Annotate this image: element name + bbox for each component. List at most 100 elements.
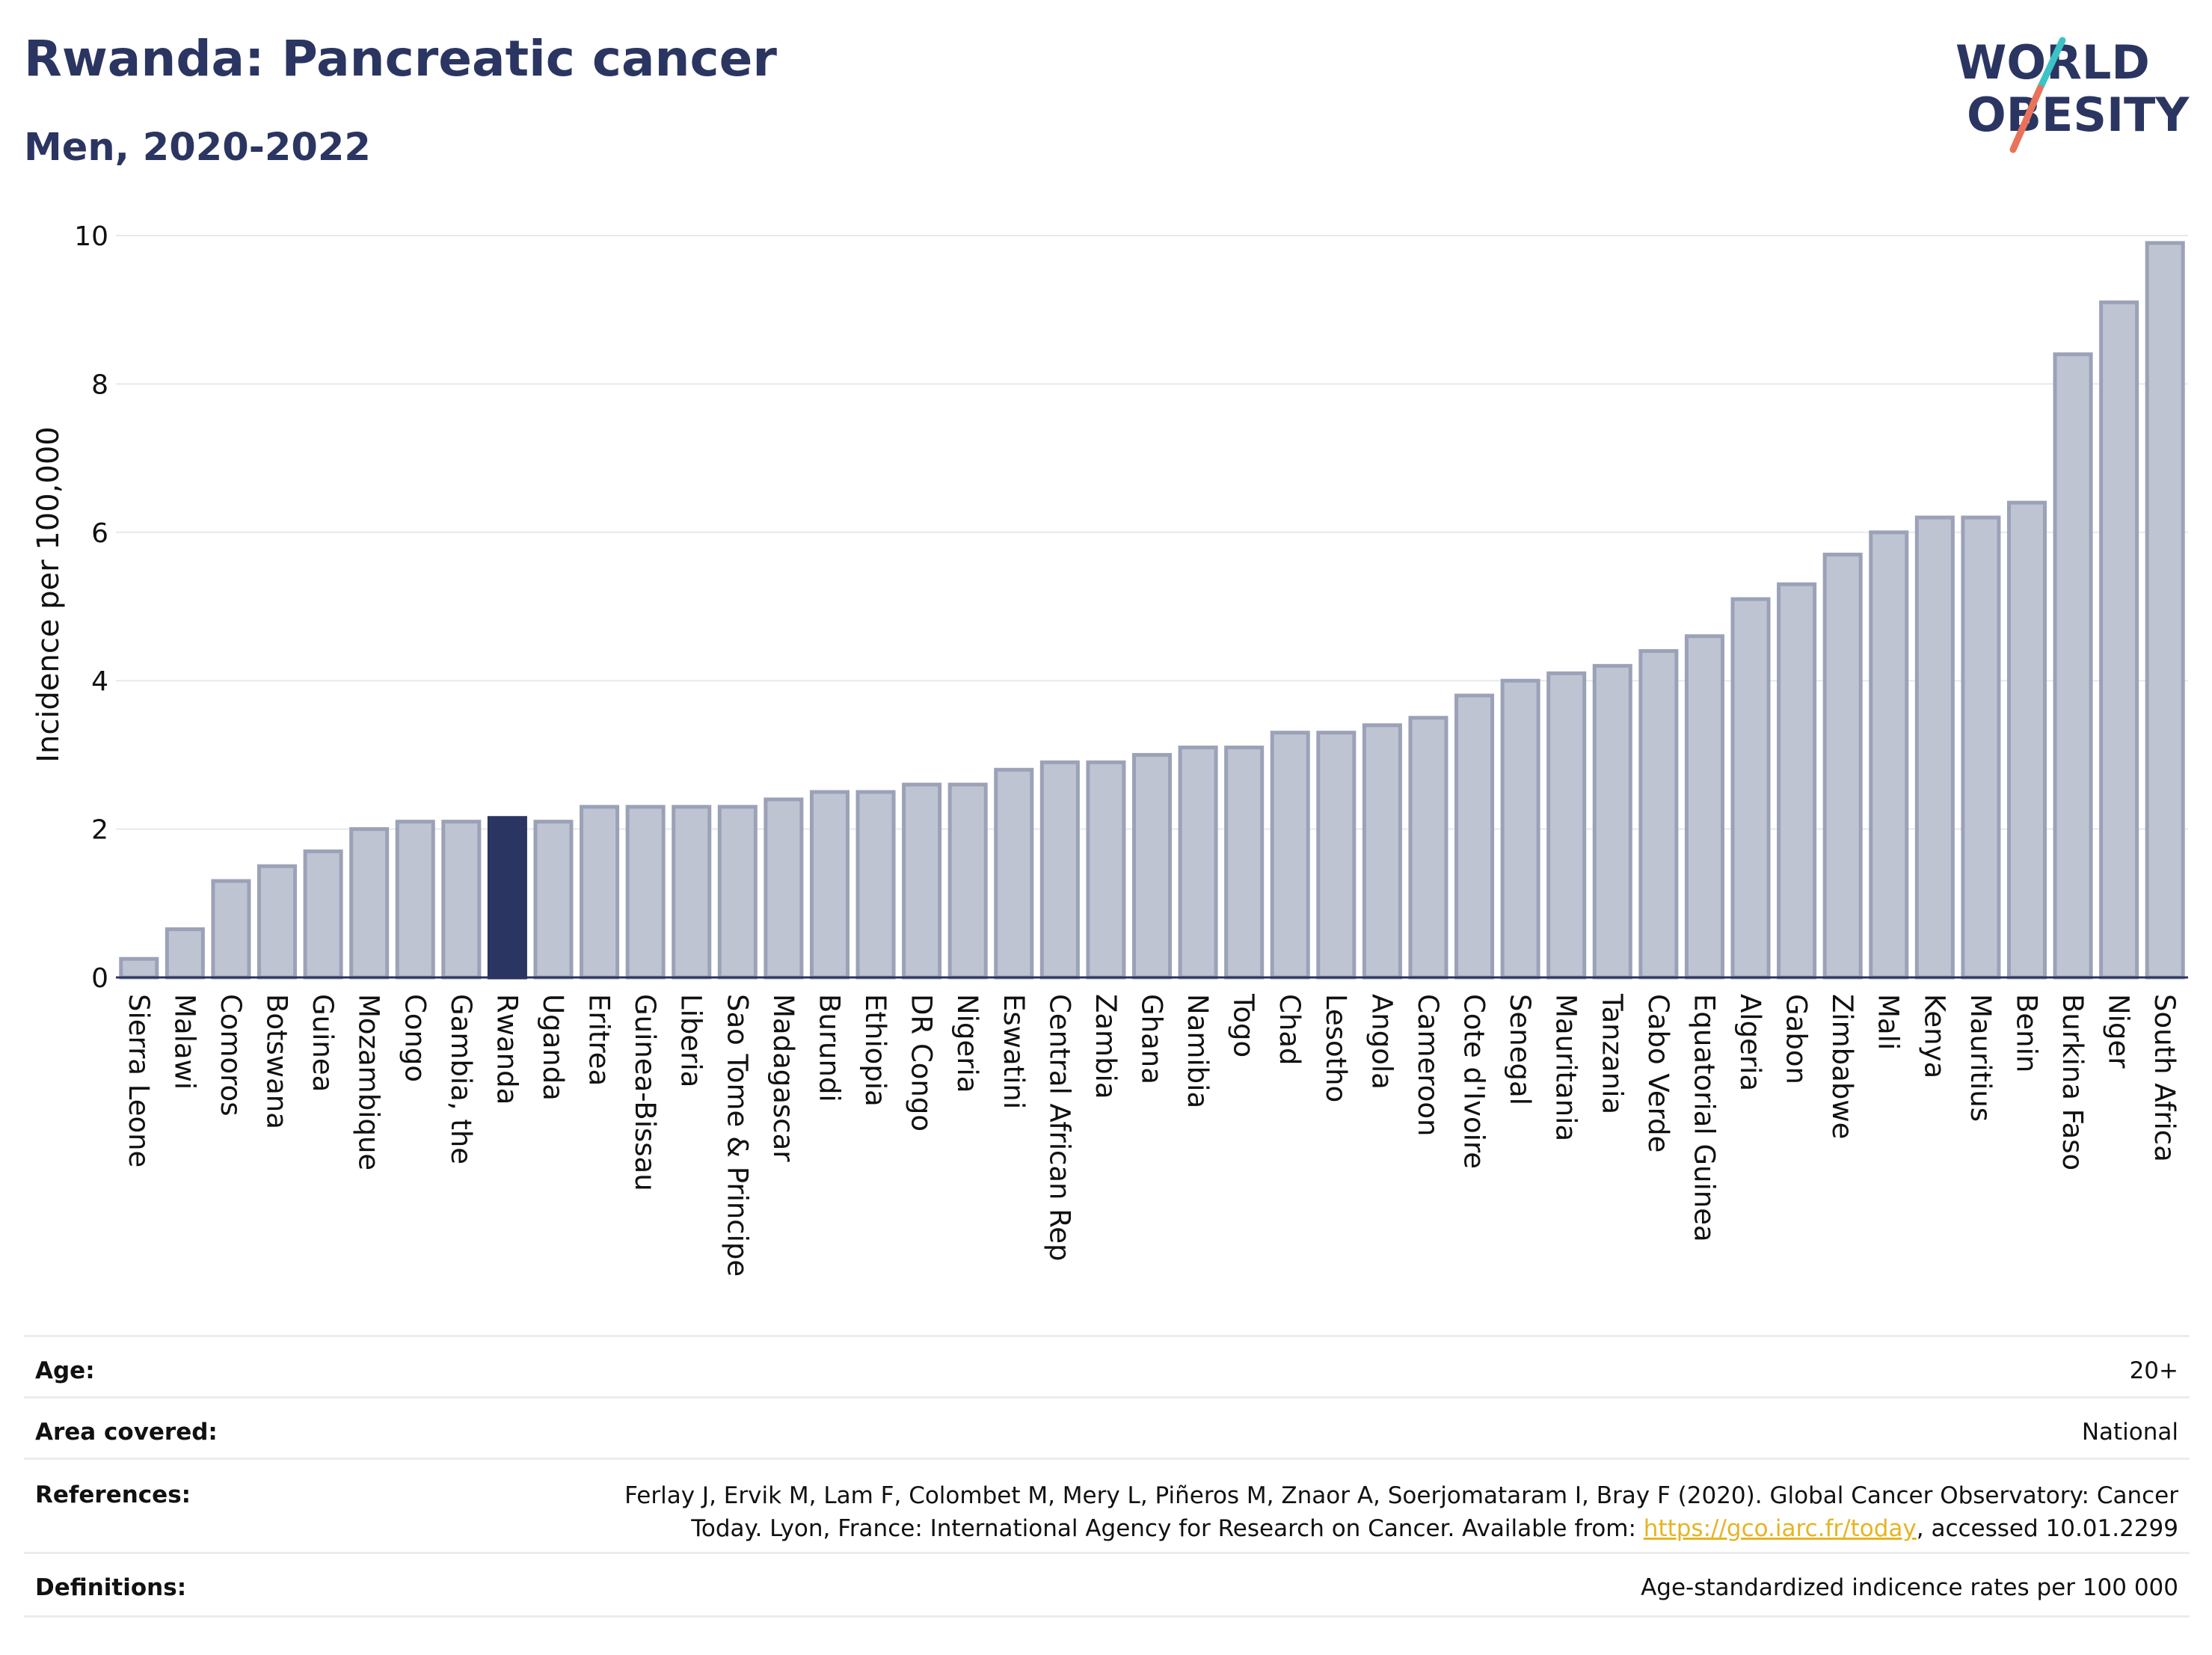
y-tick-label: 2 (91, 815, 108, 846)
meta-key: Area covered: (35, 1419, 218, 1446)
x-tick-label: Zimbabwe (1826, 994, 1858, 1139)
x-tick-label: Uganda (537, 994, 569, 1101)
x-tick-label: Botswana (261, 994, 293, 1129)
x-tick-label: Mozambique (353, 994, 385, 1170)
x-tick-label: Kenya (1918, 994, 1950, 1078)
bar-gambia-the (441, 820, 482, 980)
bar-chad (1270, 731, 1310, 980)
bar-dr-congo (902, 782, 942, 980)
bar-chart: 0 2 4 6 8 10 Sierra Leone Malawi Comoros Botswan… (31, 221, 2188, 1277)
bar-zimbabwe (1822, 553, 1863, 980)
x-tick-label: Cameroon (1412, 994, 1444, 1136)
meta-row-area: Area covered: National (24, 1396, 2190, 1460)
bar-angola (1362, 723, 1402, 980)
x-tick-label: Angola (1365, 994, 1398, 1090)
x-tick-label: Burundi (813, 994, 845, 1102)
meta-value: Age-standardized indicence rates per 100… (1641, 1574, 2178, 1601)
meta-value: National (2081, 1419, 2178, 1446)
logo-line2: OBESITY (1967, 87, 2190, 142)
x-tick-label: Namibia (1182, 994, 1214, 1108)
x-tick-label: Nigeria (951, 994, 983, 1093)
page-title: Rwanda: Pancreatic cancer (24, 30, 777, 87)
bar-central-african-rep (1039, 760, 1080, 980)
bar-burundi (809, 790, 850, 980)
x-tick-label: Eswatini (998, 994, 1030, 1109)
x-tick-label: Lesotho (1320, 994, 1352, 1102)
x-tick-label: Cote d'Ivoire (1458, 994, 1490, 1169)
x-tick-label: Eritrea (583, 994, 615, 1086)
bar-niger (2099, 300, 2139, 980)
bar-eritrea (580, 805, 620, 980)
reference-text-line1: Ferlay J, Ervik M, Lam F, Colombet M, Me… (624, 1482, 2178, 1509)
world-obesity-logo: WORLD OBESITY (1956, 35, 2190, 153)
reference-link[interactable]: https://gco.iarc.fr/today (1643, 1515, 1917, 1542)
x-tick-label: Guinea (307, 994, 339, 1092)
bar-comoros (211, 879, 251, 980)
bar-ethiopia (855, 790, 896, 980)
x-tick-label: Zambia (1090, 994, 1122, 1099)
bar-cabo-verde (1638, 649, 1679, 980)
x-tick-label: Madagascar (767, 994, 799, 1162)
bar-guinea (303, 849, 343, 980)
x-tick-label: Chad (1274, 994, 1306, 1065)
bar-ghana (1131, 752, 1173, 980)
y-tick-label: 10 (74, 221, 108, 252)
bar-madagascar (764, 797, 804, 980)
bar-kenya (1914, 515, 1955, 980)
bar-cameroon (1408, 716, 1448, 980)
x-tick-label: Sierra Leone (123, 994, 155, 1167)
meta-row-definitions: Definitions: Age-standardized indicence … (24, 1552, 2190, 1618)
x-tick-label: Algeria (1734, 994, 1766, 1091)
x-tick-label: Comoros (215, 994, 247, 1116)
y-tick-label: 8 (91, 369, 108, 400)
logo-slash-coral (2009, 85, 2044, 153)
bar-sao-tome-principe (717, 805, 758, 980)
y-tick-label: 4 (91, 666, 108, 697)
x-tick-label: Equatorial Guinea (1688, 994, 1720, 1242)
bar-uganda (533, 820, 574, 980)
y-axis-label: Incidence per 100,000 (31, 426, 66, 763)
x-tick-label: Tanzania (1596, 993, 1628, 1114)
bar-burkina-faso (2053, 352, 2093, 980)
bar-malawi (165, 927, 205, 980)
x-tick-label: Malawi (168, 994, 200, 1090)
bar-guinea-bissau (625, 805, 666, 980)
x-tick-label: Ghana (1136, 994, 1168, 1084)
bar-nigeria (947, 782, 988, 980)
x-tick-label: Mauritius (1964, 994, 1997, 1122)
bar-south-africa (2145, 241, 2185, 980)
meta-key: Definitions: (35, 1574, 187, 1601)
bar-algeria (1730, 597, 1771, 980)
page-subtitle: Men, 2020-2022 (24, 126, 371, 170)
bar-lesotho (1316, 731, 1357, 980)
meta-value: Ferlay J, Ervik M, Lam F, Colombet M, Me… (624, 1479, 2178, 1545)
x-tick-label: Rwanda (491, 994, 523, 1105)
reference-text-accessed: , accessed 10.01.2299 (1916, 1515, 2178, 1542)
bar-mozambique (349, 827, 390, 980)
x-tick-label: Togo (1228, 993, 1260, 1057)
x-tick-label: Congo (399, 994, 431, 1082)
bar-sierra-leone (119, 957, 159, 980)
x-tick-label: Cabo Verde (1642, 994, 1674, 1152)
meta-value: 20+ (2129, 1357, 2178, 1384)
x-tick-label: Guinea-Bissau (629, 994, 661, 1191)
x-tick-label: Gabon (1781, 994, 1813, 1084)
bar-congo (395, 820, 435, 980)
meta-row-references: References: Ferlay J, Ervik M, Lam F, Co… (24, 1458, 2190, 1554)
bar-botswana (257, 864, 298, 980)
bar-liberia (672, 805, 712, 980)
bar-cote-d-ivoire (1454, 693, 1495, 980)
y-tick-label: 6 (91, 518, 108, 549)
bar-equatorial-guinea (1684, 634, 1724, 980)
meta-key: References: (35, 1481, 191, 1508)
x-tick-label: Sao Tome & Principe (721, 994, 753, 1277)
bar-eswatini (994, 767, 1034, 980)
x-tick-label: Niger (2103, 994, 2135, 1069)
bar-mauritius (1961, 515, 2001, 980)
bar-senegal (1500, 678, 1540, 980)
x-tick-label: DR Congo (906, 994, 938, 1132)
x-tick-label: Gambia, the (445, 994, 477, 1164)
bar-benin (2006, 500, 2047, 980)
x-tick-label: Burkina Faso (2056, 994, 2089, 1170)
bar-gabon (1777, 582, 1817, 980)
